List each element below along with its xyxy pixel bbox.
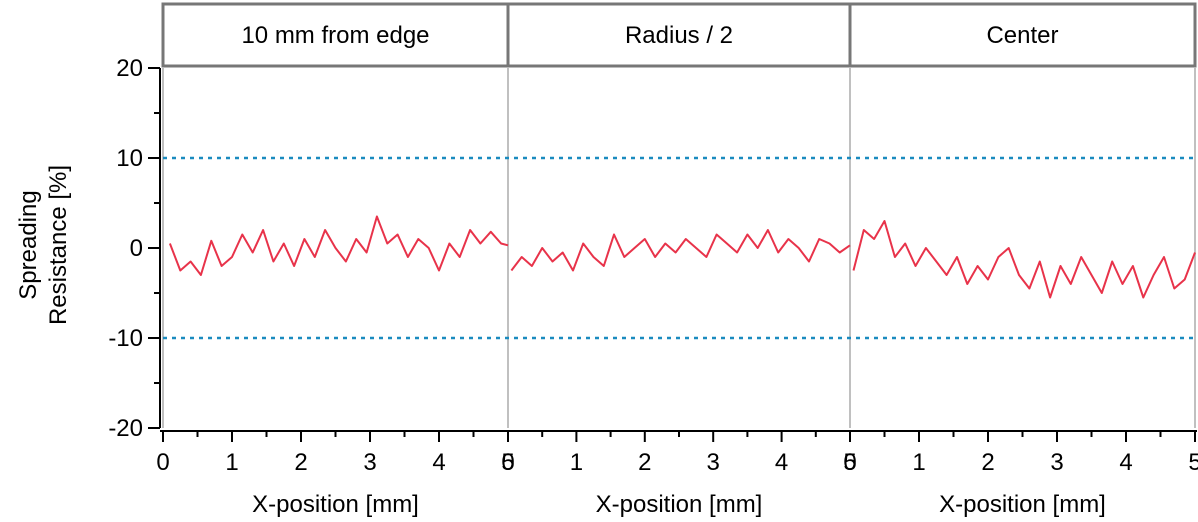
- y-axis-title-line-2: Resistance [%]: [45, 165, 72, 325]
- y-axis-title-line-1: Spreading: [15, 190, 42, 299]
- x-axes: 0 1 2 3 4 5 X-position [mm] 0 1 2 3 4 5 X-position [m…: [156, 430, 1198, 518]
- x-tick-label: 2: [638, 449, 651, 476]
- reference-lines: [163, 156, 1195, 340]
- x-axis-title: X-position [mm]: [252, 491, 419, 518]
- series-line: [168, 215, 509, 276]
- x-tick-label: 5: [1188, 449, 1198, 476]
- x-tick-label: 3: [1050, 449, 1063, 476]
- panel-header-box: [161, 2, 510, 68]
- y-tick-label: 0: [130, 235, 143, 262]
- y-axis: 20 10 0 -10 -20: [108, 55, 161, 442]
- y-tick-label: -20: [108, 415, 143, 442]
- panel-frames: [162, 68, 1196, 428]
- x-tick-label: 2: [981, 449, 994, 476]
- y-axis-title: Spreading Resistance [%]: [15, 165, 72, 325]
- x-tick-label: 4: [432, 449, 445, 476]
- x-tick-label: 0: [156, 449, 169, 476]
- x-tick-label: 0: [501, 449, 514, 476]
- series-line: [510, 229, 851, 272]
- panel-headers: 10 mm from edge Radius / 2 Center: [161, 2, 1197, 68]
- x-axis-title: X-position [mm]: [596, 491, 763, 518]
- x-tick-label: 0: [843, 449, 856, 476]
- x-tick-label: 5: [501, 449, 514, 476]
- panel-header-box: [848, 2, 1197, 68]
- x-tick-label: 1: [570, 449, 583, 476]
- panel-header-box: [506, 2, 852, 68]
- y-tick-label: 10: [116, 145, 143, 172]
- series-lines: [168, 215, 1196, 299]
- x-tick-label: 4: [1119, 449, 1132, 476]
- panel-title: Radius / 2: [625, 22, 733, 49]
- y-tick-label: -10: [108, 325, 143, 352]
- x-tick-label: 5: [843, 449, 856, 476]
- x-tick-label: 3: [363, 449, 376, 476]
- series-line: [852, 220, 1196, 299]
- x-tick-label: 2: [294, 449, 307, 476]
- x-axis-title: X-position [mm]: [939, 491, 1106, 518]
- panel-title: 10 mm from edge: [241, 22, 429, 49]
- x-tick-label: 1: [225, 449, 238, 476]
- x-tick-label: 1: [912, 449, 925, 476]
- y-tick-label: 20: [116, 55, 143, 82]
- panel-title: Center: [986, 22, 1058, 49]
- x-tick-label: 3: [707, 449, 720, 476]
- x-tick-label: 4: [775, 449, 788, 476]
